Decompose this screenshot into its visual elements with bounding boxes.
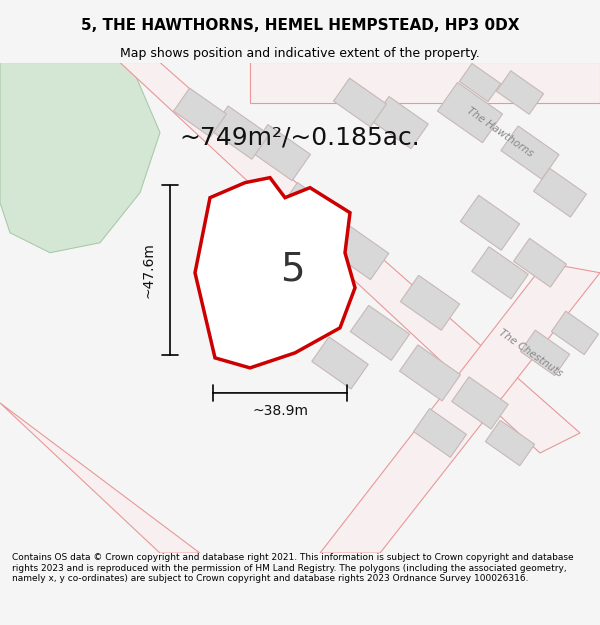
Polygon shape: [413, 409, 466, 458]
Polygon shape: [0, 403, 200, 553]
Polygon shape: [437, 82, 503, 142]
Polygon shape: [350, 306, 410, 361]
Polygon shape: [460, 64, 500, 102]
Polygon shape: [277, 182, 343, 243]
Polygon shape: [472, 247, 528, 299]
Polygon shape: [250, 62, 600, 102]
Polygon shape: [460, 195, 520, 250]
Polygon shape: [173, 88, 226, 137]
Polygon shape: [501, 126, 559, 179]
Polygon shape: [400, 276, 460, 330]
Polygon shape: [241, 216, 299, 269]
Polygon shape: [293, 258, 346, 307]
Text: ~47.6m: ~47.6m: [141, 242, 155, 298]
Polygon shape: [520, 330, 569, 376]
Polygon shape: [320, 262, 600, 553]
Polygon shape: [331, 226, 389, 279]
Polygon shape: [533, 168, 586, 217]
Polygon shape: [400, 345, 460, 401]
Polygon shape: [334, 78, 386, 127]
Text: ~38.9m: ~38.9m: [252, 404, 308, 418]
Text: The Hawthorns: The Hawthorns: [465, 106, 535, 159]
Polygon shape: [0, 62, 160, 253]
Text: ~749m²/~0.185ac.: ~749m²/~0.185ac.: [179, 126, 421, 149]
Text: 5: 5: [280, 251, 304, 289]
Text: 5, THE HAWTHORNS, HEMEL HEMPSTEAD, HP3 0DX: 5, THE HAWTHORNS, HEMEL HEMPSTEAD, HP3 0…: [81, 18, 519, 33]
Polygon shape: [312, 337, 368, 389]
Polygon shape: [514, 238, 566, 287]
Polygon shape: [120, 62, 580, 453]
Text: Contains OS data © Crown copyright and database right 2021. This information is : Contains OS data © Crown copyright and d…: [12, 553, 574, 583]
Polygon shape: [496, 71, 544, 114]
Polygon shape: [195, 177, 355, 368]
Polygon shape: [250, 124, 310, 181]
Polygon shape: [452, 377, 508, 429]
Polygon shape: [485, 420, 535, 466]
Polygon shape: [372, 96, 428, 149]
Polygon shape: [211, 106, 269, 159]
Polygon shape: [551, 311, 599, 354]
Text: Map shows position and indicative extent of the property.: Map shows position and indicative extent…: [120, 48, 480, 60]
Text: The Chestnuts: The Chestnuts: [496, 328, 563, 379]
